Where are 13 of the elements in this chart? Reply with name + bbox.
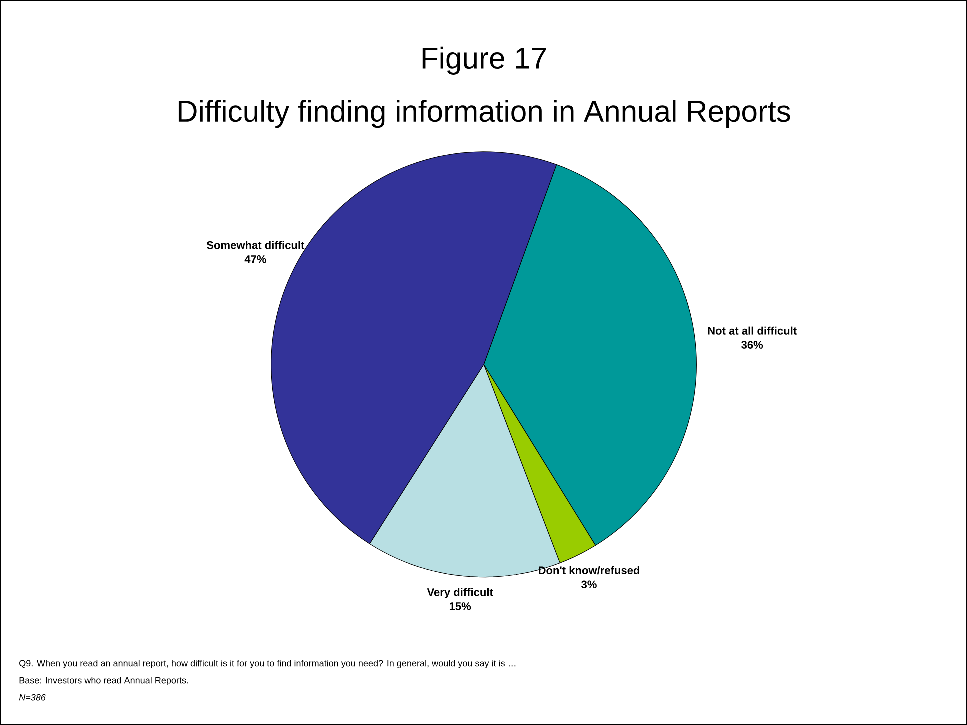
slice-label: Very difficult — [427, 588, 494, 598]
slice-label: Somewhat difficult — [206, 241, 305, 250]
chart-title: Figure 17 — [422, 46, 546, 75]
data-label: 15% — [450, 602, 472, 610]
text: Base: Investors who read Annual Reports. — [20, 676, 188, 686]
slice-label: Not at all difficult — [708, 326, 797, 335]
data-label: 47% — [244, 255, 266, 264]
text: N=386 — [19, 694, 46, 701]
text: Q9. When you read an annual report, how difficult is it for you to find information you need? In general, would you say it is … — [20, 660, 516, 668]
chart-subtitle: Difficulty finding information in Annual Reports — [178, 100, 790, 128]
slice-label: Don't know/refused — [539, 566, 640, 574]
data-label: 36% — [742, 341, 764, 349]
data-label: 3% — [582, 580, 597, 588]
